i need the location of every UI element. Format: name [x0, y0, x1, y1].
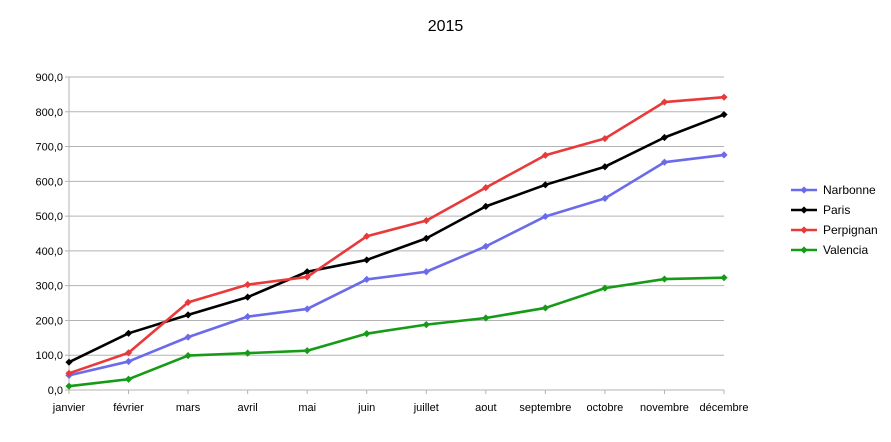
data-point [65, 358, 73, 366]
data-point [601, 134, 609, 143]
data-point [422, 321, 430, 329]
data-point [244, 349, 252, 357]
axes [68, 77, 724, 391]
data-point [720, 93, 728, 101]
x-tick-label: septembre [519, 402, 571, 414]
data-point [601, 163, 609, 171]
series-line [68, 153, 725, 377]
series-perpignan [65, 93, 728, 377]
data-point [303, 273, 311, 281]
series-narbonne [65, 151, 728, 379]
data-point [482, 314, 490, 322]
data-point [184, 351, 192, 360]
x-tick-label: avril [238, 402, 258, 414]
data-point [720, 274, 728, 282]
x-tick-label: décembre [700, 402, 749, 414]
data-point [244, 313, 252, 321]
y-tick-label: 0,0 [48, 385, 63, 397]
legend-marker [800, 186, 808, 194]
data-point [422, 234, 430, 242]
data-point [422, 268, 430, 276]
x-tick-label: novembre [640, 402, 689, 414]
y-tick-label: 700,0 [35, 142, 63, 154]
y-tick-label: 900,0 [35, 72, 63, 84]
data-point [601, 194, 609, 202]
series-line [68, 276, 725, 388]
data-point [303, 347, 311, 355]
series-line [68, 113, 725, 364]
x-axis-ticks: janvier février mars avril mai juin juillet aou… [52, 390, 749, 414]
x-tick-label: mai [298, 402, 316, 414]
x-tick-label: juin [357, 402, 375, 414]
legend-item-valencia: Valencia [791, 243, 868, 257]
data-point [660, 98, 669, 106]
series-line [68, 95, 725, 375]
y-tick-label: 500,0 [35, 211, 63, 223]
series-paris [65, 110, 728, 366]
grid [69, 76, 724, 356]
y-tick-label: 100,0 [35, 350, 63, 362]
data-point [65, 382, 73, 390]
data-point [184, 333, 192, 341]
y-tick-label: 400,0 [35, 246, 63, 258]
series-group [65, 93, 728, 390]
y-tick-label: 800,0 [35, 107, 63, 119]
data-point [720, 110, 728, 119]
data-point [124, 375, 133, 383]
legend-marker [800, 226, 808, 234]
legend-item-perpignan: Perpignan [791, 223, 878, 237]
legend-label: Narbonne [823, 183, 876, 197]
legend-item-narbonne: Narbonne [791, 183, 876, 197]
legend-marker [800, 246, 808, 254]
data-point [124, 357, 133, 366]
legend-marker [800, 206, 808, 214]
x-tick-label: février [113, 402, 144, 414]
x-tick-label: janvier [52, 402, 86, 414]
data-point [482, 183, 490, 192]
legend-label: Paris [823, 203, 850, 217]
x-tick-label: mars [176, 402, 201, 414]
legend-item-paris: Paris [791, 203, 850, 217]
legend: Narbonne Paris Perpignan Valencia [791, 183, 878, 257]
legend-label: Perpignan [823, 223, 878, 237]
data-point [124, 349, 133, 357]
x-tick-label: aout [475, 402, 496, 414]
y-tick-label: 300,0 [35, 281, 63, 293]
y-tick-label: 200,0 [35, 315, 63, 327]
data-point [184, 311, 192, 319]
data-point [660, 275, 669, 283]
data-point [541, 304, 549, 312]
data-point [541, 212, 549, 221]
data-point [244, 293, 252, 301]
data-point [482, 202, 490, 210]
data-point [482, 242, 490, 250]
data-point [303, 305, 311, 313]
data-point [124, 329, 133, 337]
data-point [363, 275, 371, 284]
data-point [660, 133, 669, 142]
data-point [601, 284, 609, 292]
data-point [541, 151, 549, 159]
data-point [541, 181, 549, 189]
x-tick-label: octobre [587, 402, 624, 414]
data-point [720, 151, 728, 159]
y-tick-label: 600,0 [35, 176, 63, 188]
data-point [363, 232, 371, 240]
series-valencia [65, 274, 728, 390]
legend-label: Valencia [823, 243, 868, 257]
x-tick-label: juillet [413, 402, 439, 414]
data-point [65, 369, 73, 377]
data-point [303, 268, 311, 276]
chart-title: 2015 [427, 18, 464, 35]
data-point [363, 330, 371, 338]
data-point [422, 217, 430, 225]
data-point [363, 256, 371, 264]
data-point [244, 281, 252, 289]
y-axis-ticks: 0,0 100,0 200,0 300,0 400,0 500,0 600,0 700,0 80… [35, 72, 69, 397]
data-point [660, 158, 669, 166]
data-point [184, 298, 192, 306]
